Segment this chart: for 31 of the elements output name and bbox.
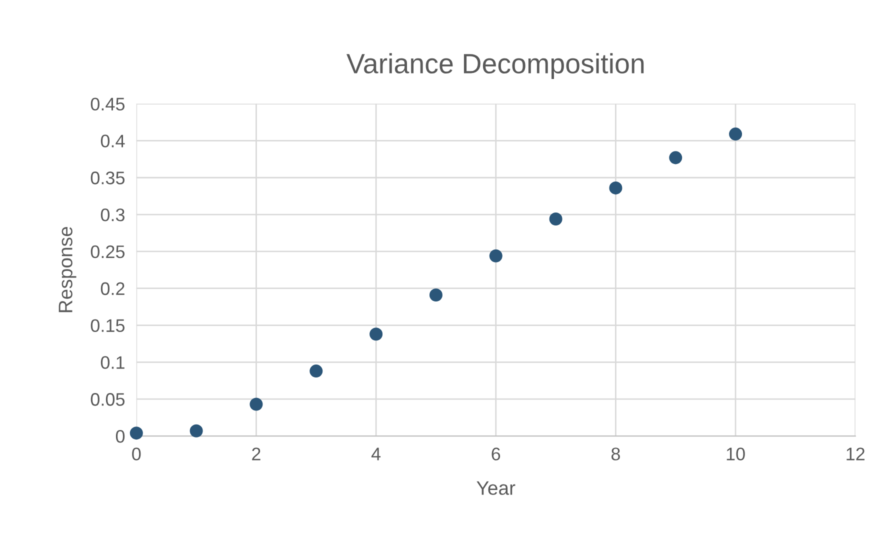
y-tick-label: 0.4 [100, 134, 125, 148]
x-tick-label: 10 [726, 448, 745, 460]
y-tick-label: 0.05 [90, 393, 125, 406]
point [310, 364, 323, 378]
y-tick-label: 0.3 [100, 208, 124, 222]
x-tick-label: 8 [611, 448, 620, 460]
y-tick-label: 0.35 [90, 172, 125, 184]
point [729, 128, 742, 141]
x-tick-label: 6 [492, 448, 500, 460]
point [370, 328, 383, 341]
y-tick-label: 0.2 [100, 282, 124, 296]
point [609, 181, 622, 194]
point [250, 398, 263, 411]
x-tick-label: 2 [252, 448, 260, 460]
point [669, 151, 682, 164]
chart-title: Variance Decomposition [346, 53, 644, 79]
point [489, 249, 502, 262]
point [429, 288, 442, 302]
y-tick-label: 0.15 [90, 319, 125, 332]
y-axis-title: Response [58, 226, 76, 312]
x-tick-label: 4 [371, 448, 381, 460]
x-axis-title: Year [476, 481, 516, 495]
y-tick-label: 0 [116, 430, 125, 443]
y-tick-label: 0.25 [90, 245, 125, 258]
x-tick-label: 0 [132, 448, 141, 460]
point [549, 212, 562, 226]
point [190, 424, 203, 438]
y-tick-label: 0.45 [90, 98, 125, 111]
point [130, 426, 143, 440]
x-tick-label: 12 [846, 448, 864, 460]
y-tick-label: 0.1 [100, 356, 124, 369]
